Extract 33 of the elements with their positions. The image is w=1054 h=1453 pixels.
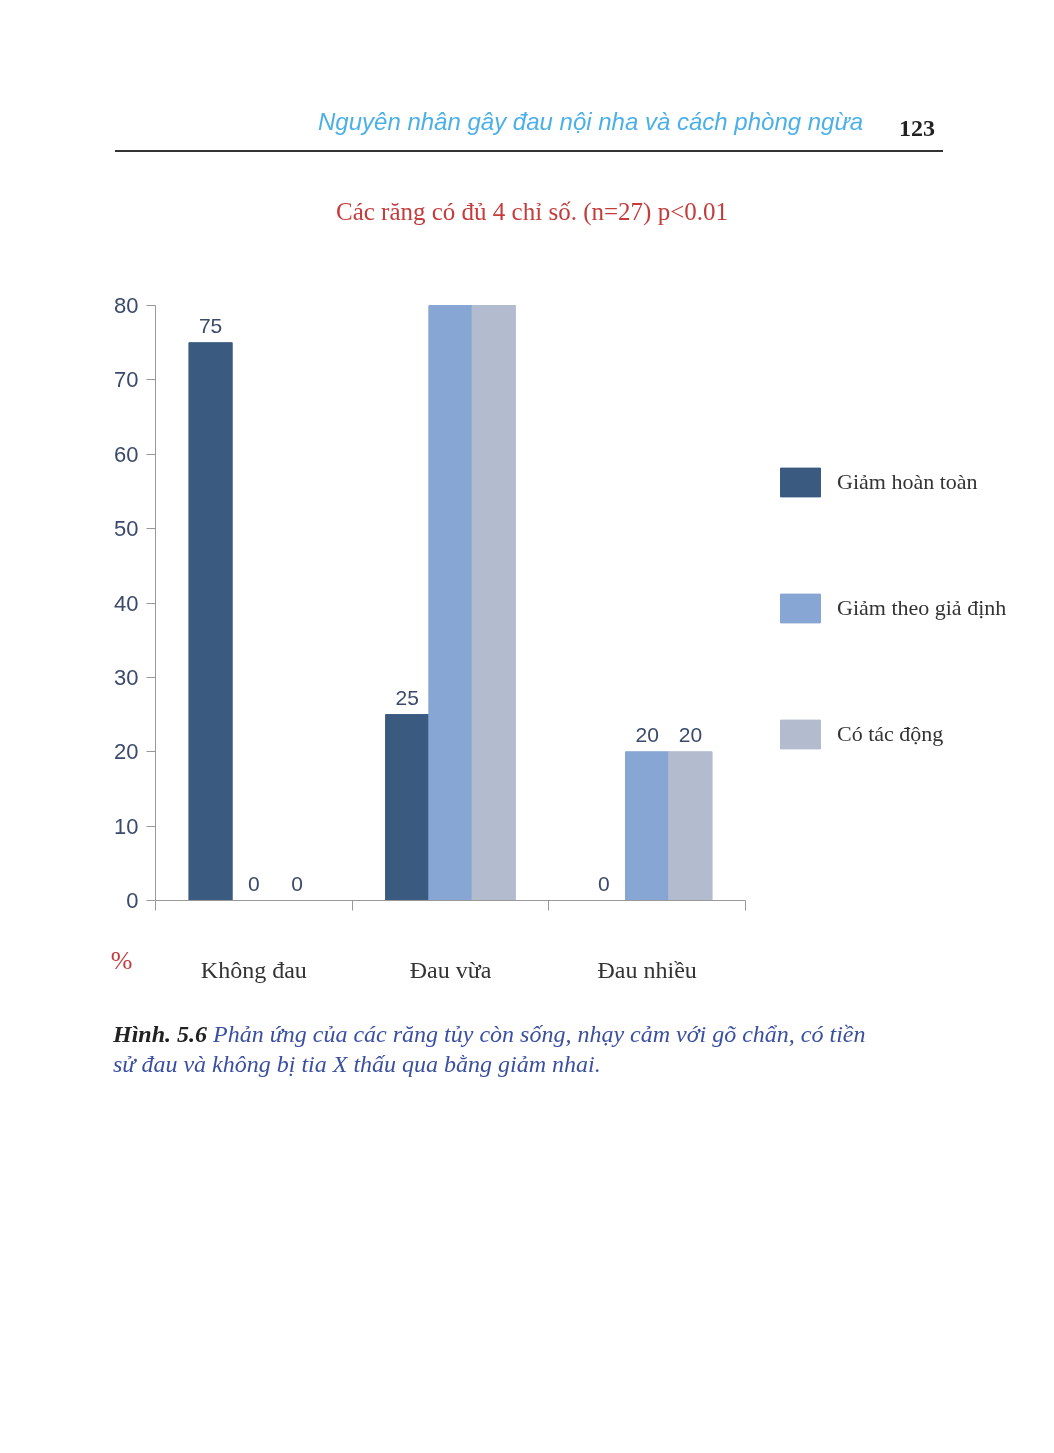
- y-tick-label: 70: [114, 367, 139, 393]
- text: Nguyên nhân gây đau nội nha và cách phòng ngừa: [318, 107, 863, 137]
- y-tick-label: 0: [126, 888, 139, 913]
- bar: [385, 714, 430, 901]
- bar: [188, 342, 233, 901]
- legend-label: Giảm theo giả định: [837, 595, 1007, 621]
- x-tick-label: Không đau: [200, 956, 307, 983]
- y-tick-label: 10: [114, 813, 139, 839]
- text: 123: [899, 114, 935, 143]
- y-tick-label: 80: [114, 293, 139, 318]
- y-tick-label: 20: [114, 739, 139, 765]
- data-label: 0: [291, 871, 303, 895]
- bar: [668, 751, 713, 901]
- bar: [471, 305, 516, 901]
- chart-title: Các răng có đủ 4 chỉ số. (n=27) p<0.01: [335, 197, 729, 227]
- legend-label: Có tác động: [837, 721, 944, 747]
- y-tick-label: 50: [114, 516, 139, 542]
- data-label: 25: [395, 685, 419, 709]
- bar: [625, 751, 670, 901]
- x-tick-label: Đau vừa: [409, 956, 492, 983]
- y-tick-label: 60: [114, 441, 139, 467]
- legend-label: Giảm hoàn toàn: [837, 469, 978, 495]
- y-tick-label: 40: [114, 590, 139, 616]
- x-tick-label: Đau nhiều: [597, 956, 697, 983]
- data-label: 0: [598, 871, 610, 895]
- y-axis-title: %: [110, 946, 133, 975]
- y-tick-label: 30: [114, 664, 139, 690]
- data-label: 20: [635, 722, 659, 746]
- bar: [428, 305, 473, 901]
- data-label: 0: [247, 871, 260, 895]
- data-label: 75: [198, 313, 223, 337]
- data-label: 20: [678, 722, 703, 746]
- text: Hình. 5.6 Phản ứng của các răng tủy còn sống, nhạy cảm với gõ chẩn, có tiền sử đau và không bị tia X thấu qua bằng giảm nhai.: [113, 1020, 867, 1079]
